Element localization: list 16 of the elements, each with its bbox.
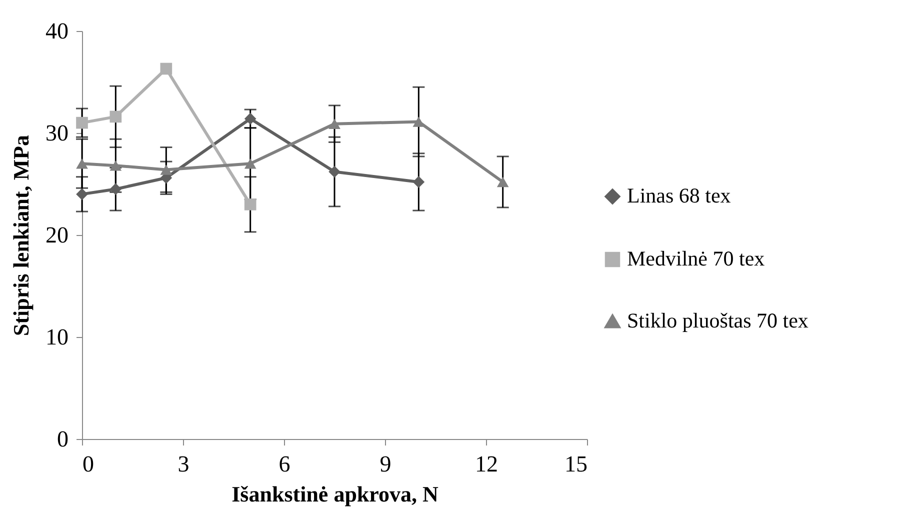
y-tick-label: 0 bbox=[57, 426, 68, 452]
x-axis-title: Išankstinė apkrova, N bbox=[232, 482, 439, 506]
y-tick-label: 30 bbox=[46, 120, 68, 146]
legend-label: Medvilnė 70 tex bbox=[627, 246, 766, 270]
x-tick-label: 15 bbox=[564, 452, 588, 476]
y-axis-title: Stipris lenkiant, MPa bbox=[8, 134, 34, 336]
y-tick-label: 20 bbox=[46, 222, 68, 248]
x-tick-label: 9 bbox=[380, 452, 392, 476]
x-tick-label: 6 bbox=[278, 452, 290, 476]
x-tick-label: 12 bbox=[475, 452, 498, 476]
y-tick-label: 10 bbox=[46, 324, 68, 350]
x-tick-label: 0 bbox=[82, 452, 94, 476]
legend-label: Stiklo pluoštas 70 tex bbox=[627, 308, 809, 332]
y-tick-label: 40 bbox=[46, 18, 68, 44]
legend-label: Linas 68 tex bbox=[627, 184, 732, 208]
x-tick-label: 3 bbox=[178, 452, 190, 476]
